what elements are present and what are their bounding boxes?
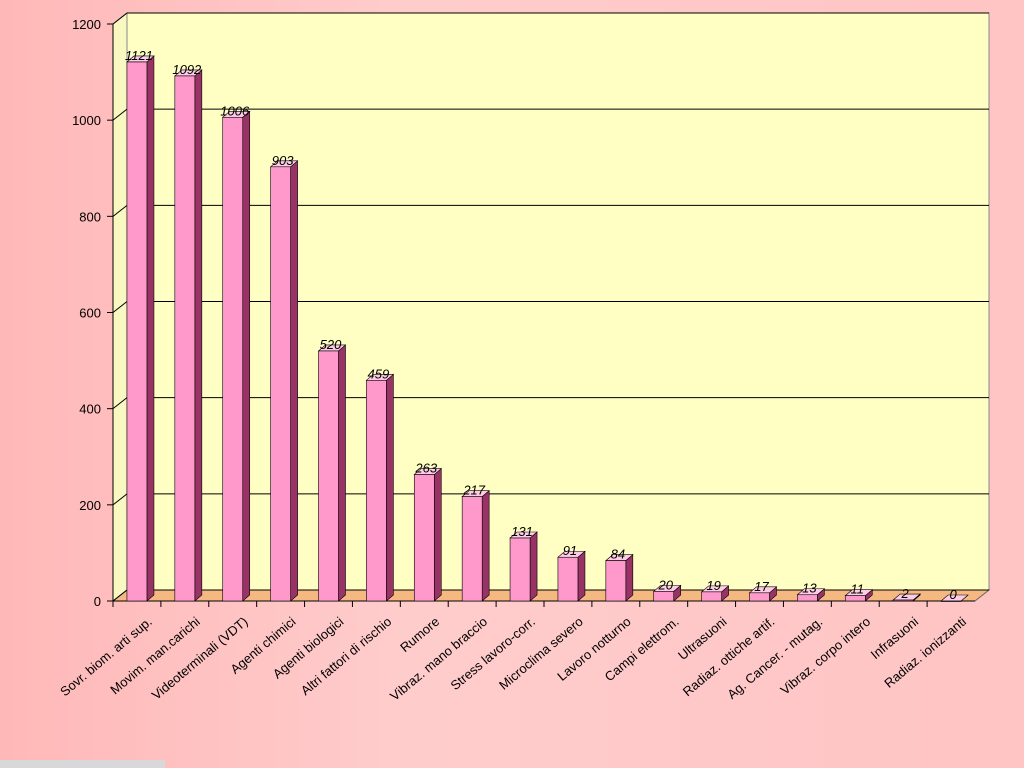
bar xyxy=(892,599,914,602)
bar-side xyxy=(194,69,203,602)
bar xyxy=(222,116,244,602)
value-label: 20 xyxy=(657,577,673,592)
grid-line-side xyxy=(112,12,128,25)
decor-strip xyxy=(0,760,165,768)
grid-line-side xyxy=(112,493,128,506)
grid-line-side xyxy=(112,108,128,121)
y-tick-label: 800 xyxy=(79,209,101,224)
value-label: 1006 xyxy=(220,103,250,118)
bar-side xyxy=(529,531,538,602)
bar-side xyxy=(433,467,442,602)
bar xyxy=(701,591,722,602)
x-tick-label: Microclima severo xyxy=(496,614,586,693)
y-tick-label: 0 xyxy=(94,594,101,609)
bar-side xyxy=(481,490,490,602)
bar xyxy=(605,560,627,602)
bar-side xyxy=(290,160,298,602)
value-label: 263 xyxy=(414,461,437,476)
value-label: 131 xyxy=(511,524,533,539)
grid-line-side xyxy=(112,204,128,217)
bar-side xyxy=(577,550,586,602)
value-label: 2 xyxy=(901,586,910,601)
value-label: 13 xyxy=(802,581,817,596)
bar xyxy=(366,379,387,602)
value-label: 459 xyxy=(368,366,390,381)
bar xyxy=(797,594,818,602)
bar xyxy=(653,591,675,602)
y-tick-label: 1200 xyxy=(72,17,101,32)
y-tick-label: 600 xyxy=(79,306,101,321)
grid-line-side xyxy=(112,397,128,410)
bar-side xyxy=(338,344,346,602)
bar xyxy=(749,592,770,602)
bar xyxy=(557,556,579,602)
grid-line-side xyxy=(112,589,128,602)
value-label: 17 xyxy=(754,579,769,594)
bar-side xyxy=(625,553,634,602)
bar xyxy=(413,474,435,602)
bar-side xyxy=(242,110,251,602)
x-tick-label: Radiaz. ionizzanti xyxy=(881,614,969,691)
value-label: 520 xyxy=(320,337,342,352)
bar xyxy=(270,166,291,602)
bar xyxy=(174,75,196,602)
x-tick-label: Altri fattori di rischio xyxy=(298,614,395,698)
bar xyxy=(844,595,866,602)
value-label: 11 xyxy=(851,582,865,597)
value-label: 1092 xyxy=(172,62,202,77)
bar-side xyxy=(386,373,394,602)
bar xyxy=(509,537,531,602)
value-label: 84 xyxy=(611,547,625,562)
bar xyxy=(126,61,148,602)
x-tick-label: Vibraz. corpo intero xyxy=(777,614,873,698)
value-label: 1121 xyxy=(125,48,153,63)
bar xyxy=(318,350,339,602)
x-tick-label: Rumore xyxy=(397,614,442,655)
x-tick-label: Stress lavoro-corr. xyxy=(448,614,538,693)
y-tick-label: 400 xyxy=(79,402,101,417)
value-label: 19 xyxy=(706,578,720,593)
value-label: 217 xyxy=(462,483,485,498)
y-tick-label: 200 xyxy=(79,498,101,513)
bar xyxy=(940,600,962,602)
bar-side xyxy=(146,55,155,602)
y-tick-label: 1000 xyxy=(72,113,101,128)
value-label: 903 xyxy=(272,153,294,168)
value-label: 0 xyxy=(949,587,957,602)
bar xyxy=(461,496,483,602)
grid-line-side xyxy=(112,301,128,313)
x-tick-label: Sovr. biom. arti sup. xyxy=(57,614,155,699)
value-label: 91 xyxy=(563,543,577,558)
